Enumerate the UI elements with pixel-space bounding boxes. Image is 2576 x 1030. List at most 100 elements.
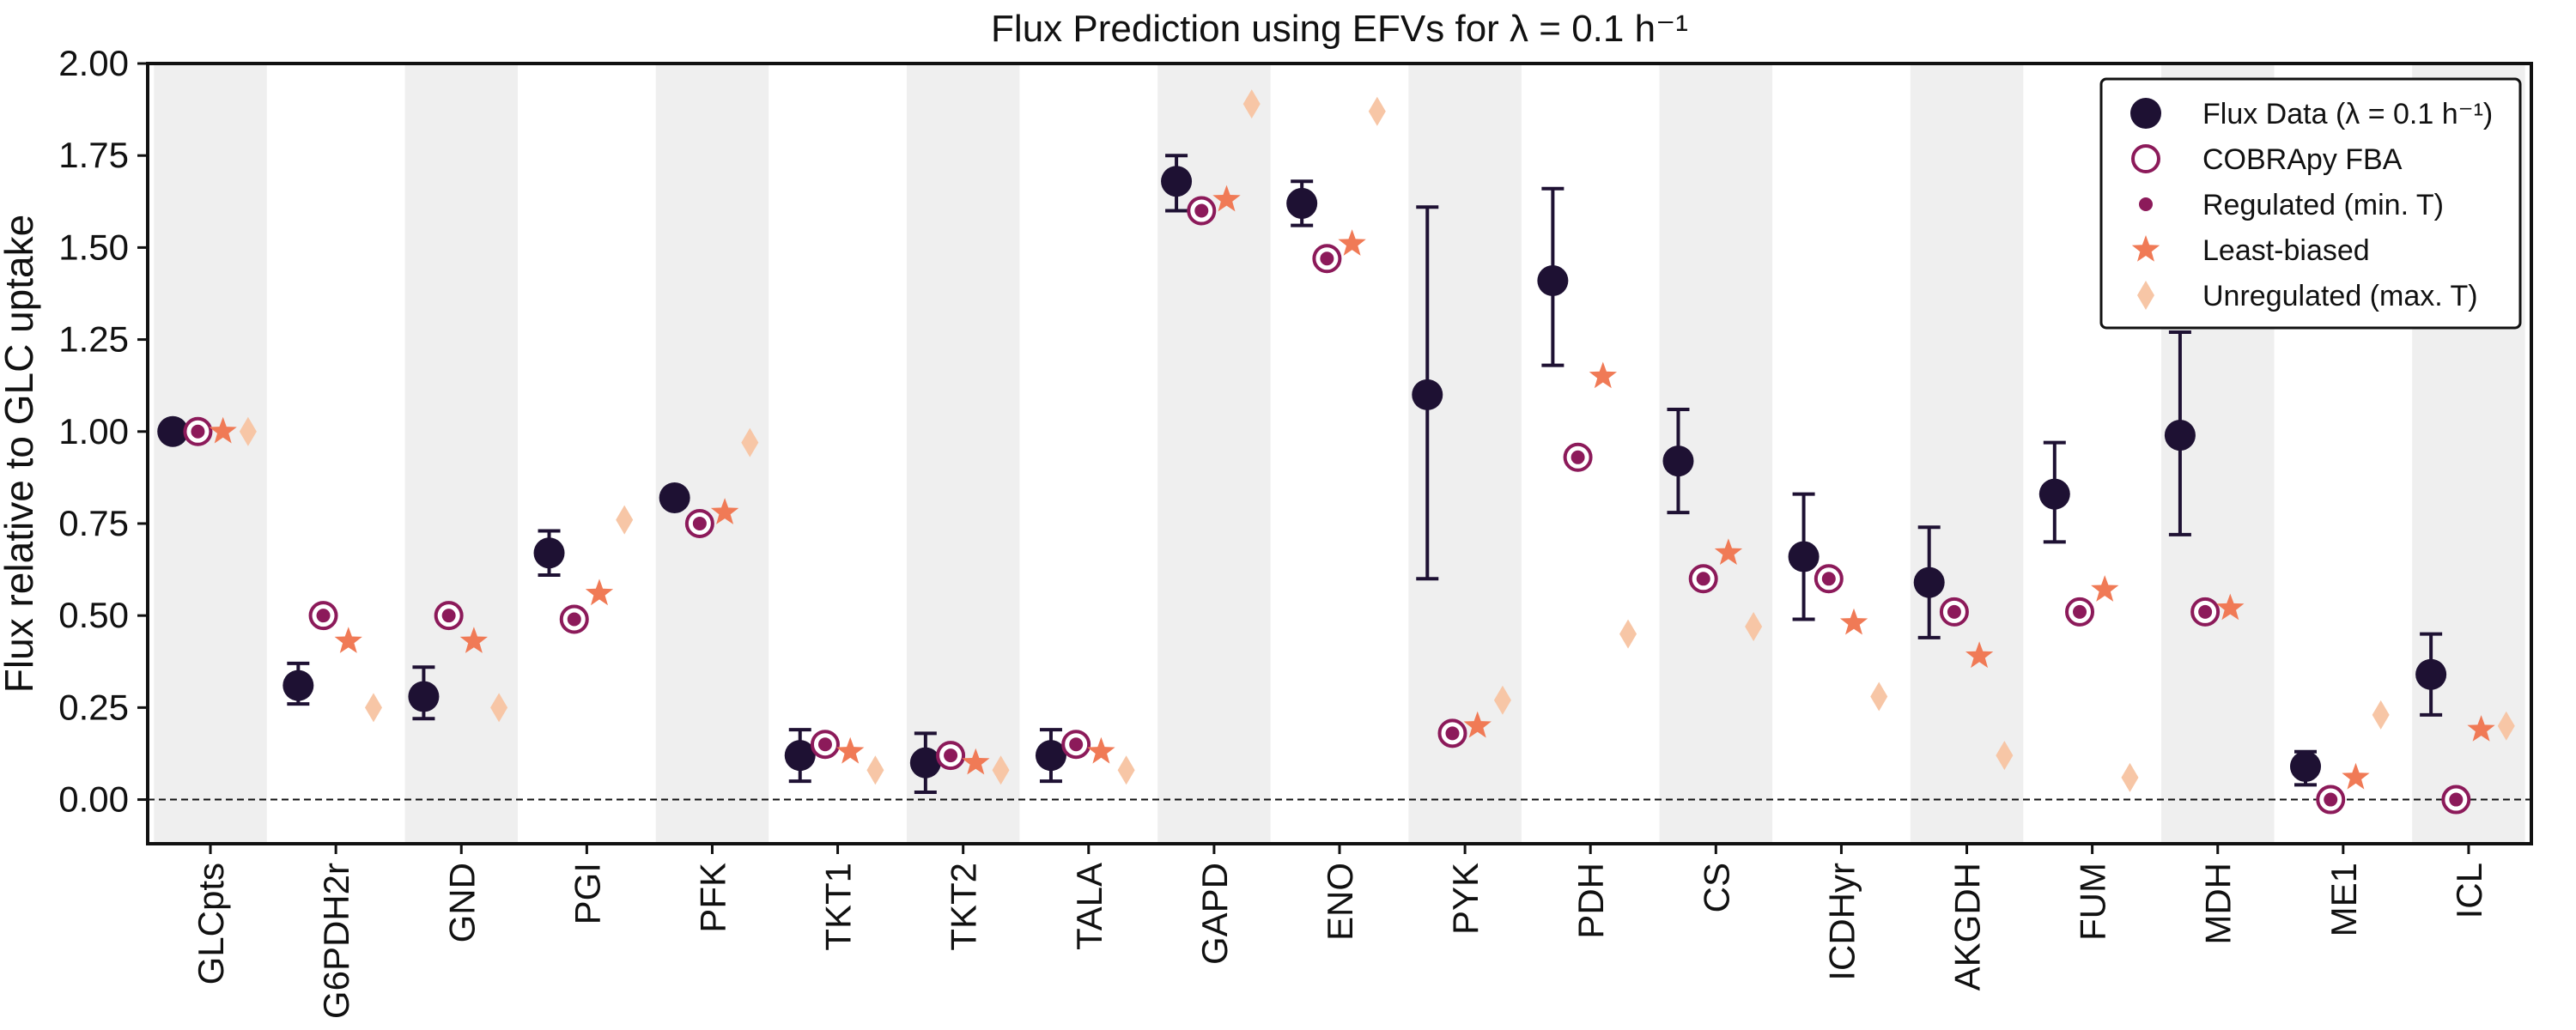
y-tick-label: 1.00 (58, 411, 129, 451)
point-small-dot-TALA (1069, 737, 1084, 752)
point-filled-circle-TALA (1035, 740, 1066, 772)
point-star-ICL (2467, 715, 2495, 742)
legend: Flux Data (λ = 0.1 h⁻¹) COBRApy FBA Regula… (2099, 77, 2522, 330)
x-tick-label-TALA: TALA (1069, 863, 1109, 950)
point-filled-circle-ME1 (2290, 750, 2322, 782)
y-tick-label: 1.75 (58, 135, 129, 175)
point-diamond-PGI (616, 505, 634, 535)
legend-marker-open-circle (2131, 144, 2160, 173)
point-filled-circle-ICDHyr (1788, 541, 1820, 573)
point-small-dot-ICL (2449, 792, 2464, 807)
point-small-dot-G6PDH2r (316, 609, 331, 623)
point-star-GND (459, 627, 488, 653)
point-small-dot-ICDHyr (1821, 572, 1836, 586)
point-diamond-GLCpts (239, 416, 257, 446)
y-axis-label: Flux relative to GLC uptake (0, 215, 41, 693)
x-tick-label-TKT2: TKT2 (944, 863, 984, 951)
legend-box (2099, 77, 2522, 330)
point-small-dot-PYK (1445, 726, 1460, 741)
legend-marker-star (2131, 235, 2160, 262)
point-diamond-TALA (1117, 755, 1135, 785)
x-tick-label-ENO: ENO (1320, 863, 1360, 941)
chart-title: Flux Prediction using EFVs for λ = 0.1 h… (991, 8, 1688, 50)
point-diamond-PFK (741, 427, 759, 457)
point-filled-circle-MDH (2164, 420, 2196, 451)
point-diamond-FUM (2121, 762, 2139, 792)
point-filled-circle-AKGDH (1913, 566, 1945, 598)
legend-marker-diamond (2137, 281, 2154, 310)
x-tick-label-ICL: ICL (2449, 863, 2489, 918)
point-small-dot-FUM (2073, 604, 2087, 619)
point-star-ME1 (2342, 762, 2370, 790)
point-diamond-CS (1745, 612, 1763, 642)
point-diamond-ENO (1368, 96, 1386, 126)
point-star-PDH (1589, 361, 1617, 389)
point-filled-circle-FUM (2038, 478, 2070, 510)
point-small-dot-AKGDH (1947, 604, 1961, 619)
x-tick-label-GND: GND (441, 863, 482, 942)
point-diamond-G6PDH2r (364, 693, 382, 723)
legend-label: Flux Data (λ = 0.1 h⁻¹) (2202, 98, 2493, 130)
point-star-FUM (2091, 575, 2119, 602)
point-filled-circle-GAPD (1161, 166, 1193, 197)
point-small-dot-ME1 (2324, 792, 2338, 807)
point-small-dot-TKT1 (817, 737, 832, 752)
band-GLCpts (154, 64, 267, 844)
y-tick-label: 0.75 (58, 503, 129, 543)
point-small-dot-TKT2 (944, 748, 958, 763)
point-star-CS (1714, 538, 1743, 565)
point-star-AKGDH (1965, 641, 1994, 669)
point-small-dot-ENO (1320, 251, 1334, 266)
point-star-ENO (1338, 229, 1366, 256)
y-axis: 0.00 0.25 0.50 0.75 1.00 1.25 1.50 1.75 2.00 (58, 43, 148, 820)
point-star-PGI (585, 579, 614, 606)
point-star-PYK (1463, 711, 1492, 738)
x-tick-label-FUM: FUM (2073, 863, 2113, 941)
legend-label: Least-biased (2202, 234, 2370, 267)
point-small-dot-GAPD (1194, 203, 1209, 218)
point-filled-circle-ENO (1286, 187, 1318, 219)
point-star-GAPD (1212, 185, 1241, 212)
legend-marker-small-dot (2139, 197, 2153, 211)
point-filled-circle-PYK (1412, 379, 1443, 410)
y-tick-label: 1.50 (58, 227, 129, 267)
x-tick-label-PGI: PGI (567, 863, 607, 924)
y-tick-label: 1.25 (58, 319, 129, 360)
x-tick-label-GLCpts: GLCpts (191, 863, 231, 985)
point-filled-circle-TKT1 (784, 740, 816, 772)
point-small-dot-PFK (692, 516, 707, 530)
x-tick-label-G6PDH2r: G6PDH2r (316, 863, 356, 1019)
point-diamond-ME1 (2372, 700, 2390, 730)
x-tick-label-PYK: PYK (1445, 863, 1485, 935)
point-filled-circle-GLCpts (157, 415, 189, 447)
point-small-dot-GLCpts (191, 424, 205, 439)
point-diamond-GAPD (1242, 89, 1261, 119)
x-tick-label-GAPD: GAPD (1194, 863, 1235, 965)
point-star-TKT2 (962, 748, 990, 775)
x-tick-label-ICDHyr: ICDHyr (1821, 863, 1862, 981)
point-filled-circle-ICL (2415, 658, 2447, 690)
legend-label: Regulated (min. T) (2202, 189, 2444, 221)
point-filled-circle-CS (1662, 445, 1694, 477)
point-star-GLCpts (209, 416, 237, 444)
x-tick-label-AKGDH: AKGDH (1947, 863, 1988, 991)
point-diamond-PDH (1619, 619, 1637, 649)
point-small-dot-CS (1696, 572, 1710, 586)
band-AKGDH (1910, 64, 2024, 844)
point-filled-circle-G6PDH2r (283, 670, 314, 701)
x-tick-label-PDH: PDH (1571, 863, 1611, 939)
point-star-ICDHyr (1839, 608, 1868, 635)
x-axis: GLCpts G6PDH2r GND PGI PFK TKT1 TKT2 TALA GAPD EN… (191, 844, 2489, 1019)
point-filled-circle-TKT2 (909, 747, 941, 779)
point-filled-circle-PDH (1537, 264, 1569, 296)
x-tick-label-TKT1: TKT1 (818, 863, 859, 951)
point-filled-circle-PFK (659, 482, 690, 513)
y-tick-label: 2.00 (58, 43, 129, 83)
legend-marker-filled-circle (2130, 98, 2161, 129)
point-diamond-ICDHyr (1870, 682, 1888, 712)
y-tick-label: 0.50 (58, 595, 129, 635)
point-diamond-TKT1 (866, 755, 884, 785)
legend-label: COBRApy FBA (2202, 143, 2403, 176)
point-diamond-AKGDH (1996, 741, 2014, 771)
